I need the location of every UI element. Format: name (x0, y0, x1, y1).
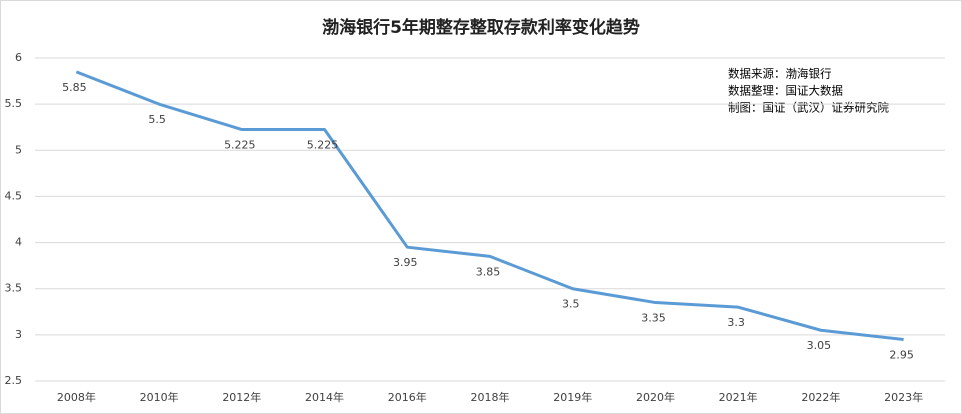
data-label: 3.95 (393, 256, 418, 269)
y-tick-label: 2.5 (5, 374, 23, 387)
data-label: 3.3 (727, 316, 745, 329)
y-tick-label: 6 (15, 51, 22, 64)
data-line (75, 70, 904, 341)
data-label: 3.05 (807, 339, 832, 352)
x-tick-label: 2020年 (636, 390, 675, 404)
y-tick-label: 3.5 (5, 282, 23, 295)
annotation: 数据整理：国证大数据 (728, 84, 843, 98)
y-tick-label: 5.5 (5, 97, 23, 110)
data-label: 3.85 (476, 265, 501, 278)
x-tick-label: 2023年 (884, 390, 923, 404)
annotation: 制图：国证（武汉）证券研究院 (728, 101, 889, 115)
data-label: 3.35 (641, 312, 666, 325)
data-label: 5.225 (307, 139, 339, 152)
y-tick-label: 4 (15, 236, 22, 249)
x-tick-label: 2021年 (719, 390, 758, 404)
chart-title: 渤海银行5年期整存整取存款利率变化趋势 (322, 17, 640, 38)
data-label: 3.5 (562, 298, 580, 311)
x-tick-label: 2016年 (388, 390, 427, 404)
y-tick-label: 4.5 (5, 189, 23, 202)
data-label: 5.5 (148, 113, 166, 126)
x-tick-label: 2008年 (57, 390, 96, 404)
data-label: 5.85 (62, 81, 87, 94)
data-label: 2.95 (889, 348, 914, 361)
y-tick-label: 5 (15, 143, 22, 156)
x-tick-label: 2022年 (801, 390, 840, 404)
data-label: 5.225 (224, 139, 256, 152)
x-tick-label: 2019年 (553, 390, 592, 404)
x-tick-label: 2018年 (471, 390, 510, 404)
x-tick-label: 2010年 (140, 390, 179, 404)
annotation: 数据来源：渤海银行 (728, 67, 832, 81)
x-tick-label: 2014年 (305, 390, 344, 404)
y-tick-label: 3 (15, 328, 22, 341)
x-tick-label: 2012年 (222, 390, 261, 404)
